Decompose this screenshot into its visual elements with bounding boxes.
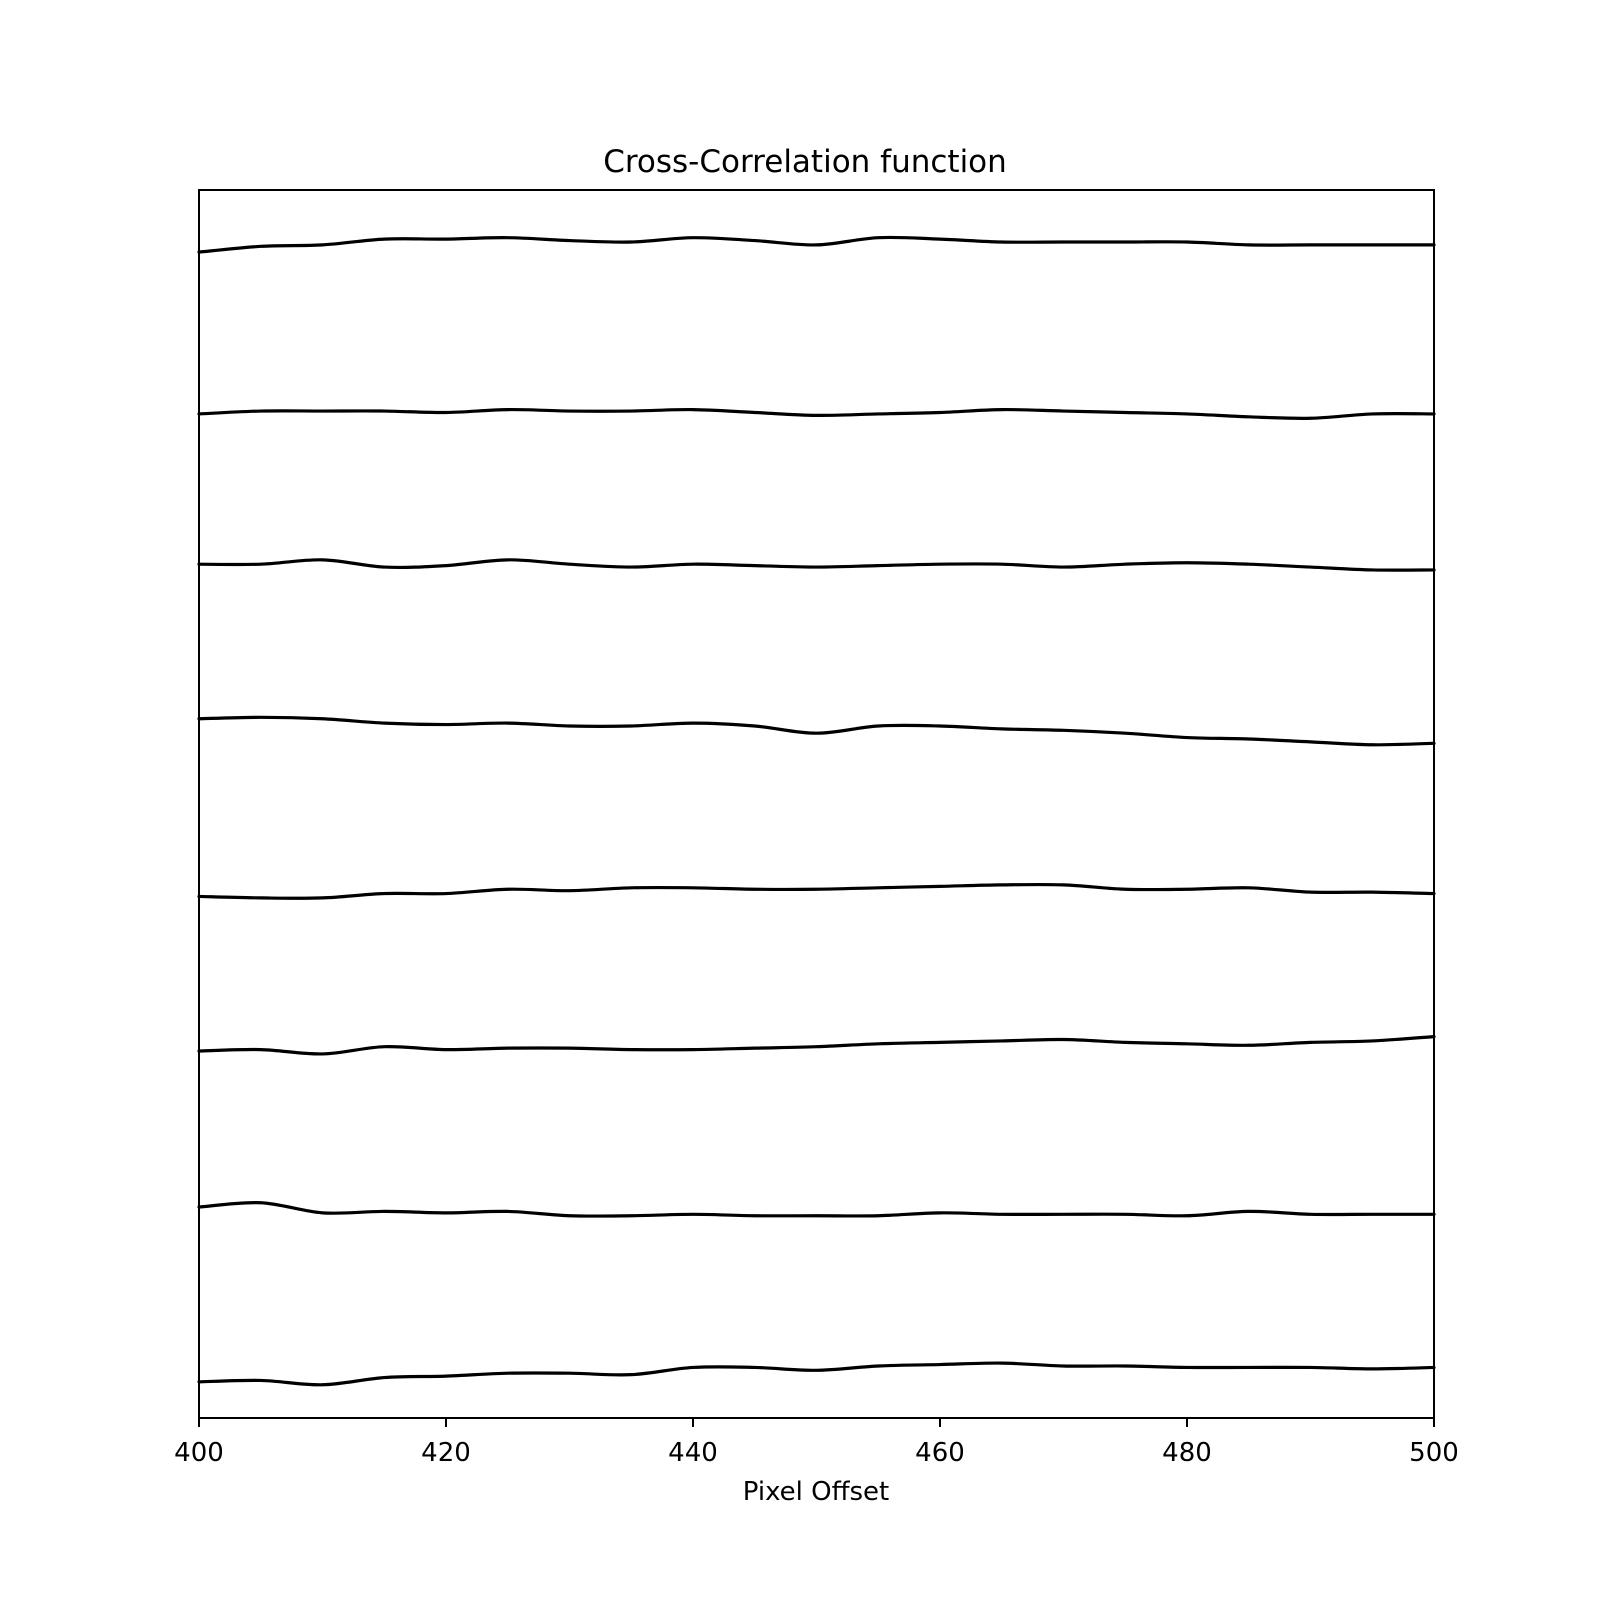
series-layer xyxy=(197,235,1436,1387)
x-tick-label: 480 xyxy=(1162,1438,1212,1468)
series-line-1 xyxy=(197,235,1436,254)
series-line-6 xyxy=(197,1035,1436,1056)
series-line-2 xyxy=(197,407,1436,420)
plot-frame xyxy=(198,189,1435,1419)
series-line-3 xyxy=(197,558,1436,572)
chart-title: Cross-Correlation function xyxy=(603,144,1007,180)
x-tick-label: 400 xyxy=(174,1438,224,1468)
series-line-7 xyxy=(197,1201,1436,1218)
x-tick-label: 500 xyxy=(1409,1438,1459,1468)
x-tick-label: 460 xyxy=(915,1438,965,1468)
x-axis-ticks: 400 420 440 460 480 500 xyxy=(174,1418,1459,1468)
series-line-5 xyxy=(197,882,1436,900)
x-tick-label: 420 xyxy=(421,1438,471,1468)
series-line-8 xyxy=(197,1361,1436,1387)
x-axis-label: Pixel Offset xyxy=(743,1477,890,1507)
series-line-4 xyxy=(197,715,1436,747)
x-tick-label: 440 xyxy=(668,1438,718,1468)
